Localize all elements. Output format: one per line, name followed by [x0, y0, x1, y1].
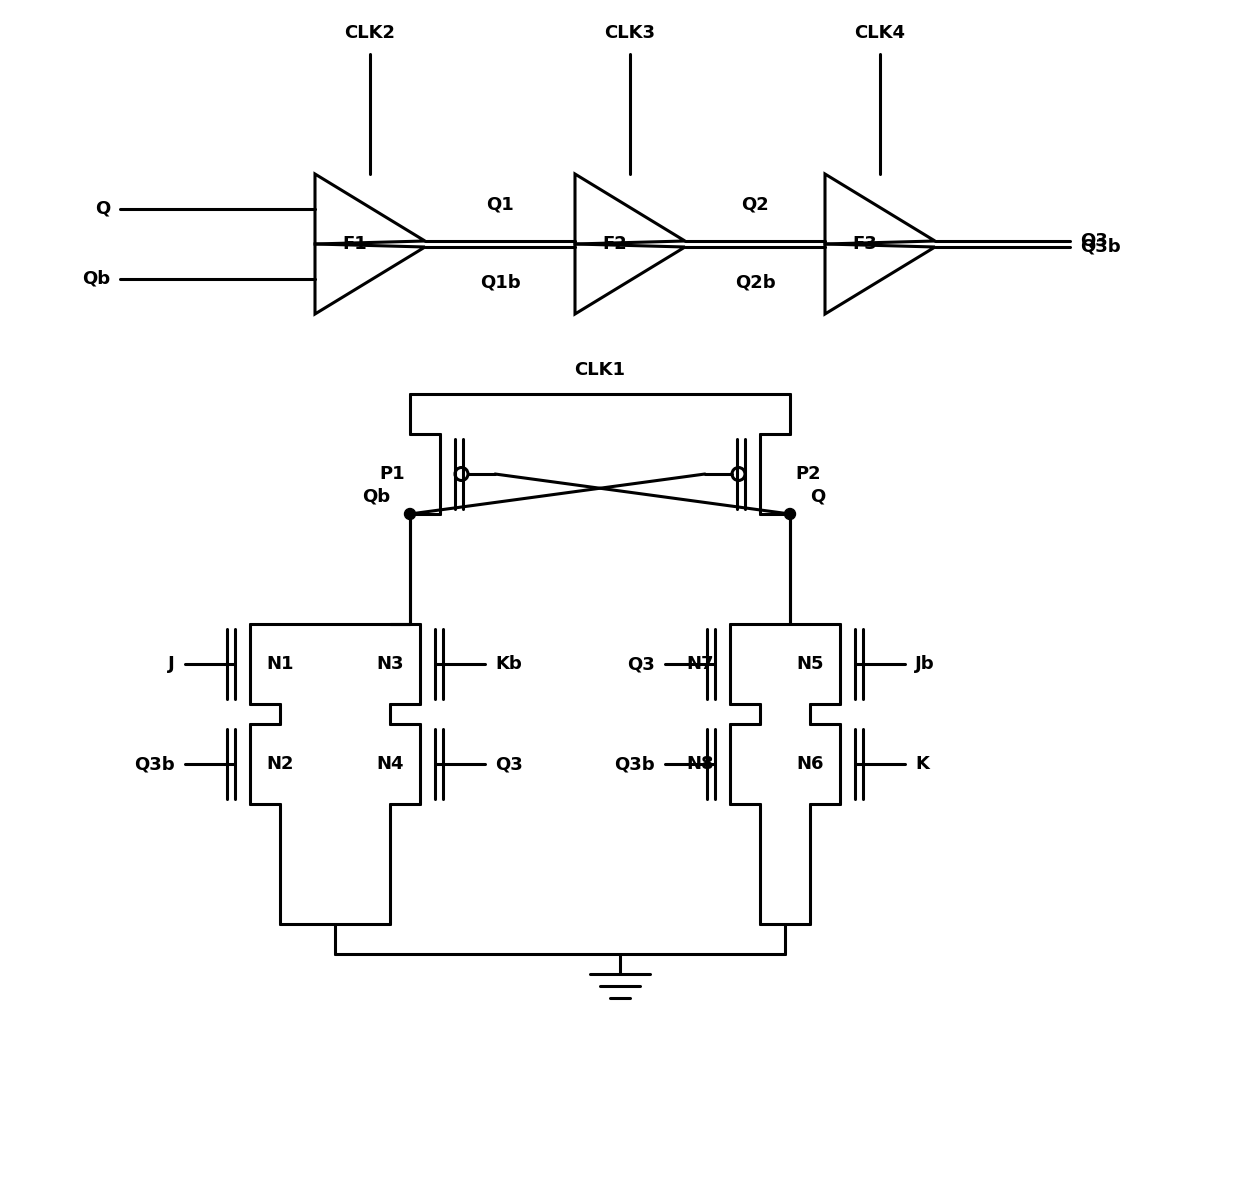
Text: Q1: Q1	[486, 196, 513, 214]
Text: Q3: Q3	[627, 656, 655, 673]
Text: CLK4: CLK4	[854, 24, 905, 42]
Text: K: K	[915, 755, 929, 773]
Text: P2: P2	[795, 464, 821, 484]
Text: N5: N5	[796, 656, 823, 673]
Text: Q3: Q3	[495, 755, 523, 773]
Text: F1: F1	[342, 235, 367, 253]
Text: Qb: Qb	[362, 487, 391, 505]
Text: Q3: Q3	[1080, 232, 1107, 250]
Text: Q1b: Q1b	[480, 273, 521, 293]
Text: N3: N3	[376, 656, 404, 673]
Text: Q3b: Q3b	[1080, 238, 1121, 256]
Text: CLK3: CLK3	[605, 24, 656, 42]
Text: N1: N1	[267, 656, 294, 673]
Text: CLK1: CLK1	[574, 361, 625, 378]
Text: F3: F3	[853, 235, 878, 253]
Text: Q3b: Q3b	[614, 755, 655, 773]
Circle shape	[785, 509, 796, 519]
Text: Kb: Kb	[495, 656, 522, 673]
Text: P1: P1	[379, 464, 405, 484]
Text: Qb: Qb	[82, 270, 110, 288]
Circle shape	[404, 509, 415, 519]
Text: N8: N8	[686, 755, 714, 773]
Text: N7: N7	[686, 656, 714, 673]
Text: N6: N6	[796, 755, 823, 773]
Text: N4: N4	[376, 755, 404, 773]
Text: CLK2: CLK2	[345, 24, 396, 42]
Text: Q: Q	[810, 487, 826, 505]
Text: F2: F2	[603, 235, 627, 253]
Text: Q3b: Q3b	[134, 755, 175, 773]
Text: J: J	[169, 656, 175, 673]
Text: Q2: Q2	[742, 196, 769, 214]
Text: Jb: Jb	[915, 656, 935, 673]
Text: N2: N2	[267, 755, 294, 773]
Text: Q: Q	[94, 201, 110, 219]
Text: Q2b: Q2b	[734, 273, 775, 293]
